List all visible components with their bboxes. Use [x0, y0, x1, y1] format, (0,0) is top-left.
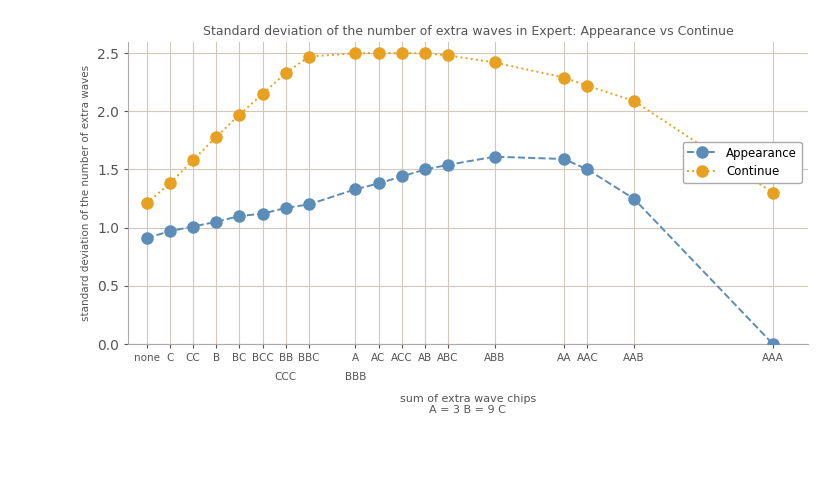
Continue — [489, 60, 499, 65]
Appearance — [420, 167, 430, 173]
Y-axis label: standard deviation of the number of extra waves: standard deviation of the number of extr… — [81, 65, 91, 321]
Appearance — [304, 202, 314, 207]
Continue — [281, 70, 291, 76]
Appearance — [489, 154, 499, 160]
Text: BBB: BBB — [345, 372, 366, 382]
Appearance — [374, 181, 384, 186]
Continue — [559, 75, 569, 80]
Appearance — [629, 196, 639, 201]
Continue — [211, 134, 221, 140]
Continue — [258, 91, 268, 97]
Continue — [188, 157, 198, 163]
Appearance — [583, 167, 593, 173]
Continue — [629, 98, 639, 104]
Appearance — [443, 162, 453, 168]
Title: Standard deviation of the number of extra waves in Expert: Appearance vs Continu: Standard deviation of the number of extr… — [203, 24, 733, 38]
Continue — [396, 50, 406, 56]
Continue — [583, 83, 593, 88]
Continue — [374, 50, 384, 56]
Appearance — [396, 174, 406, 179]
X-axis label: sum of extra wave chips
A = 3 B = 9 C: sum of extra wave chips A = 3 B = 9 C — [400, 393, 536, 415]
Appearance — [559, 156, 569, 162]
Continue — [234, 112, 244, 118]
Appearance — [234, 213, 244, 219]
Legend: Appearance, Continue: Appearance, Continue — [682, 142, 802, 183]
Continue — [304, 54, 314, 59]
Continue — [420, 50, 430, 56]
Continue — [351, 50, 361, 56]
Continue — [443, 53, 453, 58]
Appearance — [165, 228, 175, 234]
Line: Continue: Continue — [141, 48, 779, 209]
Continue — [141, 200, 151, 206]
Continue — [165, 181, 175, 186]
Appearance — [188, 224, 198, 229]
Continue — [768, 190, 778, 196]
Appearance — [281, 205, 291, 211]
Appearance — [211, 219, 221, 225]
Appearance — [141, 235, 151, 241]
Text: CCC: CCC — [275, 372, 297, 382]
Line: Appearance: Appearance — [141, 151, 779, 349]
Appearance — [258, 211, 268, 217]
Appearance — [768, 341, 778, 347]
Appearance — [351, 186, 361, 192]
